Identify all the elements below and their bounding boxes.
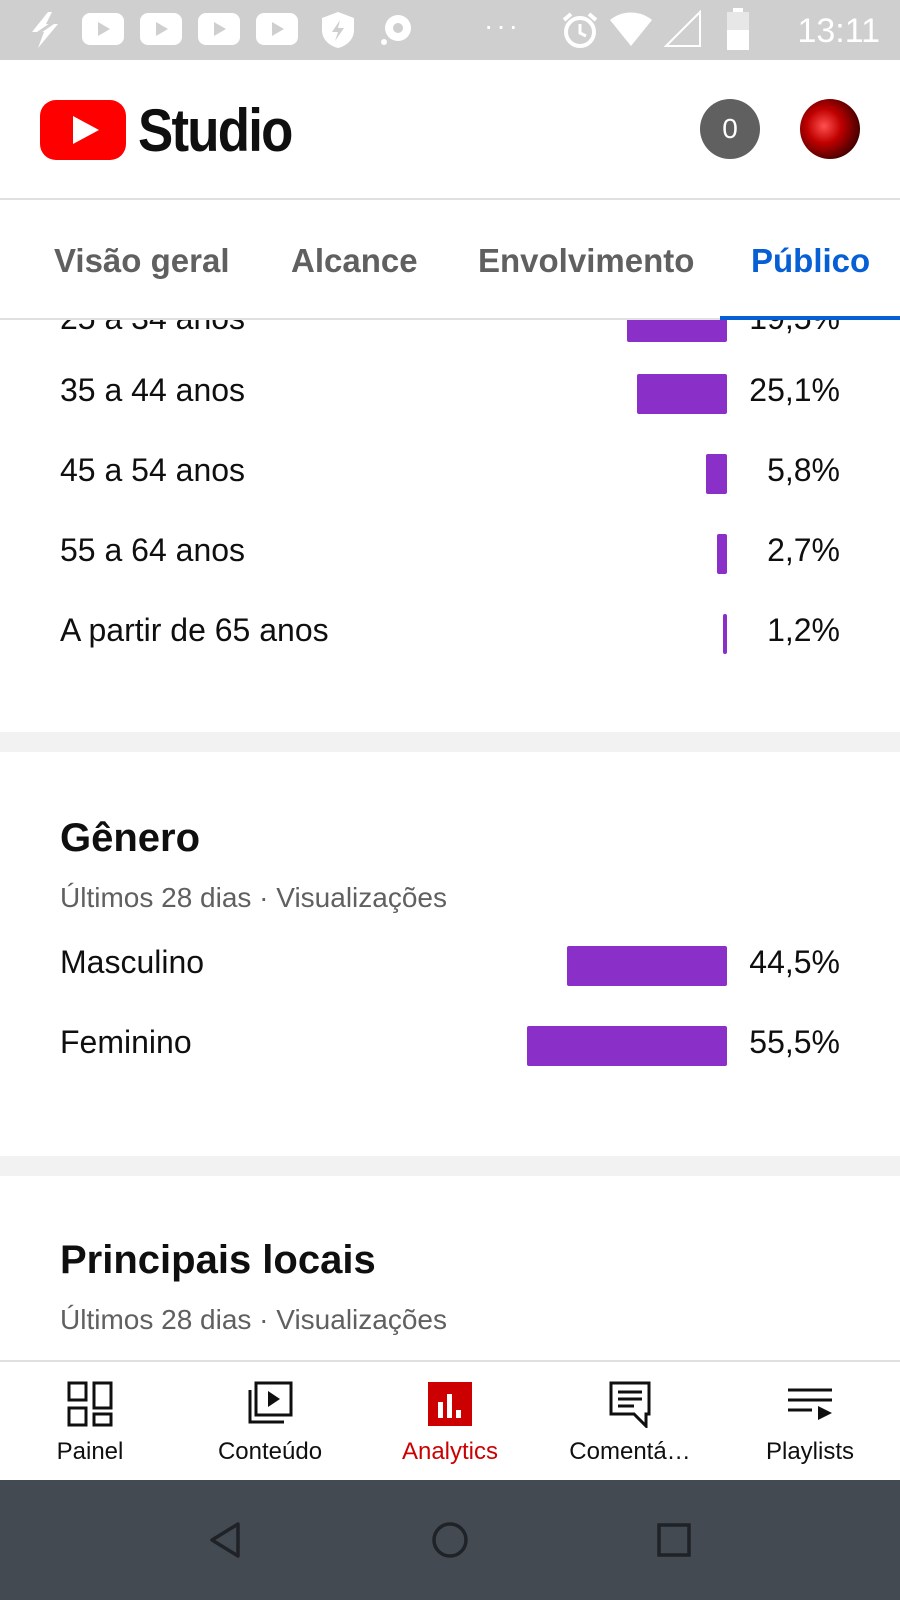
age-bar xyxy=(637,374,727,414)
system-navigation-bar xyxy=(0,1480,900,1600)
shield-icon xyxy=(322,12,354,48)
age-bar xyxy=(717,534,727,574)
age-label: 55 a 64 anos xyxy=(60,532,246,568)
locations-title: Principais locais xyxy=(60,1238,376,1282)
status-bar: ··· 13:11 xyxy=(0,0,900,60)
gender-value: 44,5% xyxy=(749,944,840,980)
gender-label: Masculino xyxy=(60,944,205,980)
avatar[interactable] xyxy=(800,99,860,159)
nav-label: Playlists xyxy=(765,1438,855,1465)
age-row: 35 a 44 anos 25,1% xyxy=(0,362,900,422)
dashboard-icon xyxy=(67,1381,113,1427)
age-bar xyxy=(706,454,727,494)
alarm-icon xyxy=(562,12,598,48)
nav-comments[interactable]: Comentá… xyxy=(540,1362,720,1482)
nav-dashboard[interactable]: Painel xyxy=(0,1362,180,1482)
tab-audience[interactable]: Público xyxy=(751,242,871,279)
gender-row: Masculino 44,5% xyxy=(0,934,900,994)
age-label: 35 a 44 anos xyxy=(60,372,246,408)
section-divider xyxy=(0,732,900,752)
battery-icon xyxy=(727,8,749,50)
audience-content[interactable]: 25 a 34 anos 19,5% 35 a 44 anos 25,1% 45 a… xyxy=(0,320,900,1360)
nav-label: Analytics xyxy=(401,1438,499,1465)
age-bar xyxy=(627,320,727,342)
gender-subtitle: Últimos 28 dias · Visualizações xyxy=(60,882,447,913)
age-label: 25 a 34 anos xyxy=(60,320,245,337)
age-row: A partir de 65 anos 1,2% xyxy=(0,602,900,662)
gender-row: Feminino 55,5% xyxy=(0,1014,900,1074)
analytics-tabs: Visão geral Alcance Envolvimento Público xyxy=(0,200,900,320)
nav-label: Painel xyxy=(56,1438,124,1465)
analytics-icon xyxy=(428,1382,472,1426)
sync-icon xyxy=(381,15,411,45)
youtube-notification-icon xyxy=(198,13,240,45)
recents-icon[interactable] xyxy=(654,1520,694,1560)
tab-reach[interactable]: Alcance xyxy=(291,242,418,279)
wifi-icon xyxy=(610,12,652,46)
gender-value: 55,5% xyxy=(749,1024,840,1060)
nav-label: Comentá… xyxy=(569,1438,691,1465)
age-row-partial: 25 a 34 anos 19,5% xyxy=(0,320,900,350)
app-header: Studio 0 xyxy=(0,60,900,200)
more-notifications-indicator: ··· xyxy=(484,10,521,41)
age-row: 55 a 64 anos 2,7% xyxy=(0,522,900,582)
age-row: 45 a 54 anos 5,8% xyxy=(0,442,900,502)
tab-overview[interactable]: Visão geral xyxy=(54,242,230,279)
age-value: 2,7% xyxy=(767,532,840,568)
brand-title: Studio xyxy=(138,97,293,164)
gender-title: Gênero xyxy=(60,816,201,860)
youtube-notification-icon xyxy=(82,13,124,45)
gender-bar xyxy=(527,1026,727,1066)
nav-content[interactable]: Conteúdo xyxy=(180,1362,360,1482)
nav-label: Conteúdo xyxy=(217,1438,323,1465)
youtube-notification-icon xyxy=(256,13,298,45)
nav-playlists[interactable]: Playlists xyxy=(720,1362,900,1482)
age-value: 25,1% xyxy=(749,372,840,408)
active-tab-indicator xyxy=(720,316,900,320)
playlists-icon xyxy=(788,1388,832,1420)
youtube-logo-icon[interactable] xyxy=(40,100,126,160)
content-icon xyxy=(248,1381,293,1424)
section-divider xyxy=(0,1156,900,1176)
tab-engagement[interactable]: Envolvimento xyxy=(478,242,695,279)
back-icon[interactable] xyxy=(206,1520,246,1560)
bottom-navigation: Painel Conteúdo Analytics Comentá… Playl… xyxy=(0,1360,900,1480)
locations-subtitle: Últimos 28 dias · Visualizações xyxy=(60,1304,447,1335)
youtube-notification-icon xyxy=(140,13,182,45)
age-value: 19,5% xyxy=(749,320,840,337)
age-value: 5,8% xyxy=(767,452,840,488)
signal-icon xyxy=(664,10,701,47)
gender-bar xyxy=(567,946,727,986)
comments-icon xyxy=(609,1381,651,1428)
flash-icon xyxy=(27,12,61,48)
age-value: 1,2% xyxy=(767,612,840,648)
age-bar xyxy=(723,614,727,654)
age-label: A partir de 65 anos xyxy=(60,612,329,648)
clock: 13:11 xyxy=(797,12,880,50)
age-label: 45 a 54 anos xyxy=(60,452,246,488)
gender-label: Feminino xyxy=(60,1024,192,1060)
notifications-button[interactable]: 0 xyxy=(700,99,760,159)
home-icon[interactable] xyxy=(430,1520,470,1560)
nav-analytics[interactable]: Analytics xyxy=(360,1362,540,1482)
